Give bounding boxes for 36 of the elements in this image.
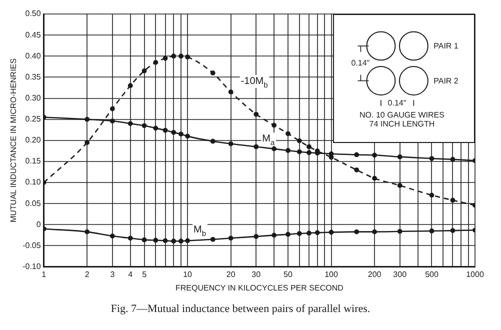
y-tick-label: 0 [36, 220, 42, 229]
x-tick-label: 500 [425, 270, 439, 279]
y-tick-label: -0.10 [22, 262, 42, 272]
x-tick-label: 1 [42, 270, 47, 279]
annotation: 0.14" [388, 98, 406, 108]
x-tick-label: 200 [368, 270, 382, 279]
annotation: PAIR 2 [434, 76, 458, 86]
y-tick-label: 0.05 [25, 198, 42, 208]
x-tick-label: 100 [324, 270, 338, 279]
x-tick-label: 50 [284, 270, 294, 279]
x-tick-label: 5 [142, 270, 148, 279]
x-tick-label: 2 [84, 270, 90, 279]
x-tick-label: 4 [128, 270, 134, 279]
y-tick-label: 0.40 [25, 51, 42, 60]
y-tick-label: 0.25 [25, 114, 42, 124]
y-tick-label: 0.50 [25, 9, 42, 18]
y-tick-label: 0.30 [25, 93, 42, 102]
annotation: 74 INCH LENGTH [369, 119, 435, 128]
x-axis-title: FREQUENCY IN KILOCYCLES PER SECOND [175, 283, 344, 292]
y-tick-label: -0.05 [22, 240, 42, 250]
x-tick-label: 20 [226, 270, 236, 279]
y-tick-label: 0.35 [25, 72, 42, 82]
y-axis-title: MUTUAL INDUCTANCE IN MICRO-HENRIES [9, 58, 18, 222]
x-tick-label: 300 [393, 270, 408, 279]
y-tick-label: 0.20 [25, 136, 42, 145]
x-tick-label: 10 [183, 270, 193, 279]
y-tick-label: 0.15 [25, 156, 42, 166]
x-tick-label: 3 [110, 270, 116, 279]
annotation: PAIR 1 [434, 41, 458, 50]
caption: Fig. 7—Mutual inductance between pairs of parallel wires. [110, 303, 370, 315]
annotation: 0.14" [351, 58, 370, 68]
y-tick-label: 0.45 [25, 30, 42, 40]
annotation: NO. 10 GAUGE WIRES [360, 110, 444, 120]
x-tick-label: 1000 [466, 270, 484, 279]
y-tick-label: 0.10 [25, 178, 42, 187]
x-tick-label: 30 [252, 270, 262, 279]
